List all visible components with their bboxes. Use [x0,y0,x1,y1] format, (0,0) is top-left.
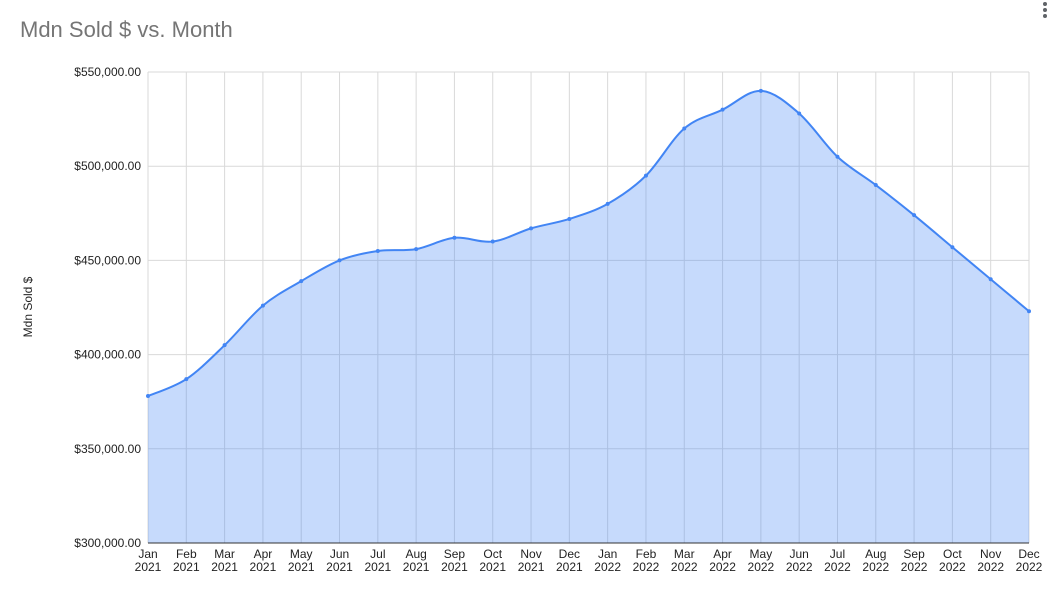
x-tick-label: Aug 2022 [862,547,889,574]
data-point [1027,309,1031,314]
x-tick-label: Oct 2021 [479,547,506,574]
data-point [452,235,457,240]
x-tick-label: Feb 2021 [173,547,200,574]
data-point [835,154,840,159]
y-tick-label: $300,000.00 [74,536,141,550]
data-point [797,111,802,116]
data-point [605,201,610,206]
x-tick-label: Jan 2021 [135,547,162,574]
data-point [184,377,189,382]
data-point [720,107,725,112]
data-point [375,248,380,253]
x-tick-label: Nov 2021 [518,547,545,574]
x-tick-label: May 2021 [288,547,315,574]
area-line [147,89,1030,397]
data-point [414,247,419,252]
data-point [758,88,763,93]
x-tick-label: Dec 2021 [556,547,583,574]
x-tick-label: Apr 2021 [250,547,277,574]
y-tick-label: $400,000.00 [74,348,141,362]
y-tick-label: $500,000.00 [74,159,141,173]
y-tick-label: $550,000.00 [74,65,141,79]
y-tick-label: $450,000.00 [74,253,141,267]
x-tick-label: May 2022 [748,547,775,574]
x-tick-label: Apr 2022 [709,547,736,574]
data-point [146,394,150,399]
data-point [643,173,648,178]
data-point [490,239,495,244]
x-tick-label: Nov 2022 [977,547,1004,574]
y-axis-title: Mdn Sold $ [21,276,35,337]
x-tick-label: Jul 2021 [364,547,391,574]
x-tick-label: Jun 2022 [786,547,813,574]
data-point [873,183,878,188]
data-point [337,258,342,263]
x-tick-label: Aug 2021 [403,547,430,574]
x-tick-label: Sep 2021 [441,547,468,574]
x-tick-label: Mar 2022 [671,547,698,574]
data-point [299,279,304,284]
data-point [567,216,572,221]
data-point [912,213,917,218]
x-tick-label: Dec 2022 [1016,547,1043,574]
menu-icon[interactable] [1043,2,1047,18]
data-point [222,343,227,348]
data-point [260,303,265,308]
data-point [682,126,687,131]
x-tick-label: Feb 2022 [633,547,660,574]
data-point [529,226,534,231]
x-tick-label: Mar 2021 [211,547,238,574]
x-tick-label: Jan 2022 [594,547,621,574]
data-point [950,245,955,250]
y-tick-label: $350,000.00 [74,442,141,456]
x-tick-label: Oct 2022 [939,547,966,574]
x-tick-label: Jun 2021 [326,547,353,574]
x-tick-label: Sep 2022 [901,547,928,574]
area-fill [148,90,1029,544]
data-point [988,277,993,282]
chart-title: Mdn Sold $ vs. Month [20,17,233,42]
x-tick-label: Jul 2022 [824,547,851,574]
